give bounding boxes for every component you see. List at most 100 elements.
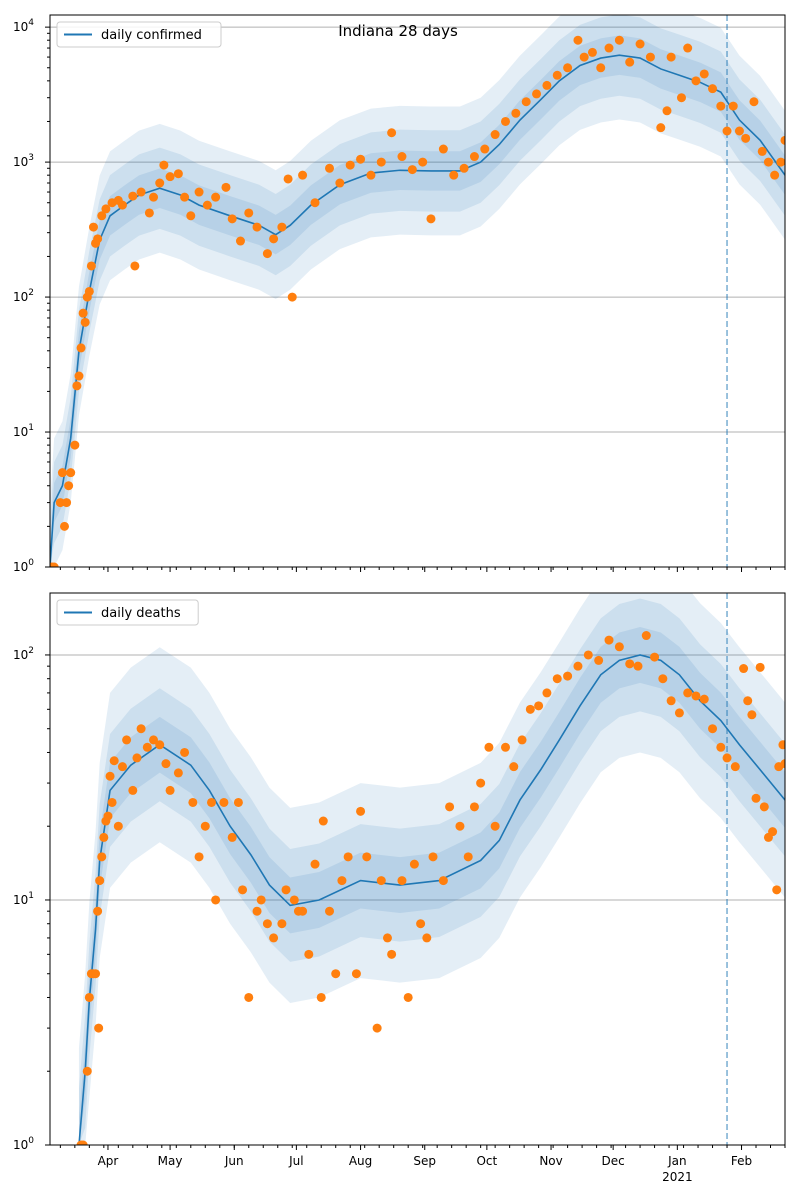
data-point	[730, 762, 740, 772]
data-point	[97, 211, 107, 221]
data-point	[778, 740, 785, 750]
data-point	[356, 154, 366, 164]
data-point	[211, 895, 221, 905]
x-tick-label: Nov	[539, 1154, 562, 1168]
data-point	[136, 187, 146, 197]
uncertainty-band	[78, 598, 785, 1145]
x-tick-label: Aug	[349, 1154, 372, 1168]
data-point	[194, 187, 204, 197]
data-point	[573, 35, 583, 45]
data-point	[310, 859, 320, 869]
x-tick-label: Oct	[476, 1154, 497, 1168]
data-point	[149, 192, 159, 202]
data-point	[517, 735, 527, 745]
data-point	[186, 211, 196, 221]
y-tick-label: 103	[13, 153, 34, 169]
data-point	[422, 933, 432, 943]
data-point	[113, 821, 123, 831]
data-point	[463, 852, 473, 862]
data-point	[252, 906, 262, 916]
data-point	[416, 919, 426, 929]
data-point	[403, 992, 413, 1002]
x-tick-label: Dec	[602, 1154, 625, 1168]
data-point	[180, 192, 190, 202]
data-point	[645, 52, 655, 62]
data-point	[277, 919, 287, 929]
data-point	[206, 797, 216, 807]
y-tick-label: 102	[13, 646, 34, 662]
data-point	[658, 674, 668, 684]
data-point	[484, 742, 494, 752]
data-point	[235, 236, 245, 246]
data-point	[708, 84, 718, 94]
data-point	[337, 876, 347, 886]
data-point	[596, 63, 606, 73]
data-point	[397, 876, 407, 886]
data-point	[91, 969, 101, 979]
data-point	[122, 735, 132, 745]
data-point	[563, 63, 573, 73]
data-point	[72, 381, 82, 391]
data-point	[614, 35, 624, 45]
data-point	[407, 165, 417, 175]
data-point	[755, 662, 765, 672]
data-point	[269, 933, 279, 943]
data-point	[95, 876, 105, 886]
data-point	[500, 116, 510, 126]
data-point	[202, 200, 212, 210]
data-point	[722, 753, 732, 763]
data-point	[50, 562, 59, 567]
data-point	[573, 661, 583, 671]
uncertainty-band	[50, 15, 785, 567]
data-point	[180, 747, 190, 757]
chart-title: Indiana 28 days	[338, 22, 458, 40]
data-point	[244, 208, 254, 218]
data-point	[449, 170, 459, 180]
data-point	[281, 885, 291, 895]
data-point	[159, 160, 169, 170]
data-point	[155, 178, 165, 188]
data-point	[708, 724, 718, 734]
data-point	[583, 650, 593, 660]
data-point	[362, 852, 372, 862]
data-point	[351, 969, 361, 979]
data-point	[739, 664, 749, 674]
data-point	[372, 1023, 382, 1033]
data-point	[128, 785, 138, 795]
legend: daily deaths	[56, 599, 199, 626]
data-point	[287, 292, 297, 302]
data-point	[200, 821, 210, 831]
data-point	[438, 876, 448, 886]
data-point	[469, 802, 479, 812]
legend-box	[56, 21, 222, 48]
x-tick-label: May	[158, 1154, 183, 1168]
x-tick-label: Jan	[667, 1154, 687, 1168]
data-point	[521, 97, 531, 107]
data-point	[97, 852, 107, 862]
data-point	[130, 261, 140, 271]
data-point	[128, 191, 138, 201]
axes-frame	[49, 14, 786, 568]
data-point	[747, 710, 757, 720]
data-point	[532, 89, 542, 99]
data-point	[298, 906, 308, 916]
data-point	[64, 481, 74, 491]
data-point	[604, 635, 614, 645]
data-point	[142, 742, 152, 752]
uncertainty-band	[50, 15, 785, 567]
x-tick-label: Sep	[413, 1154, 436, 1168]
data-point	[635, 39, 645, 49]
data-point	[165, 785, 175, 795]
x-tick-label: Feb	[731, 1154, 752, 1168]
legend-label: daily deaths	[101, 606, 181, 621]
data-point	[62, 498, 72, 508]
data-point	[277, 222, 287, 232]
data-point	[542, 688, 552, 698]
data-point	[84, 286, 94, 296]
data-point	[625, 57, 635, 67]
data-point	[84, 992, 94, 1002]
x-tick-year-label: 2021	[662, 1170, 693, 1184]
data-point	[356, 806, 366, 816]
y-tick-label: 100	[13, 1136, 34, 1152]
